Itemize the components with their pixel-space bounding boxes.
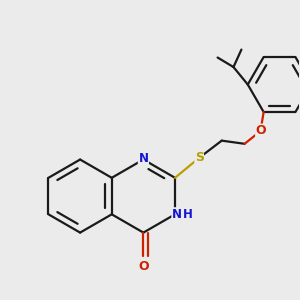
Text: N: N <box>172 208 182 221</box>
Text: S: S <box>195 151 204 164</box>
Text: O: O <box>138 260 149 273</box>
Text: N: N <box>138 152 148 165</box>
Text: O: O <box>256 124 266 137</box>
Text: H: H <box>183 208 193 221</box>
